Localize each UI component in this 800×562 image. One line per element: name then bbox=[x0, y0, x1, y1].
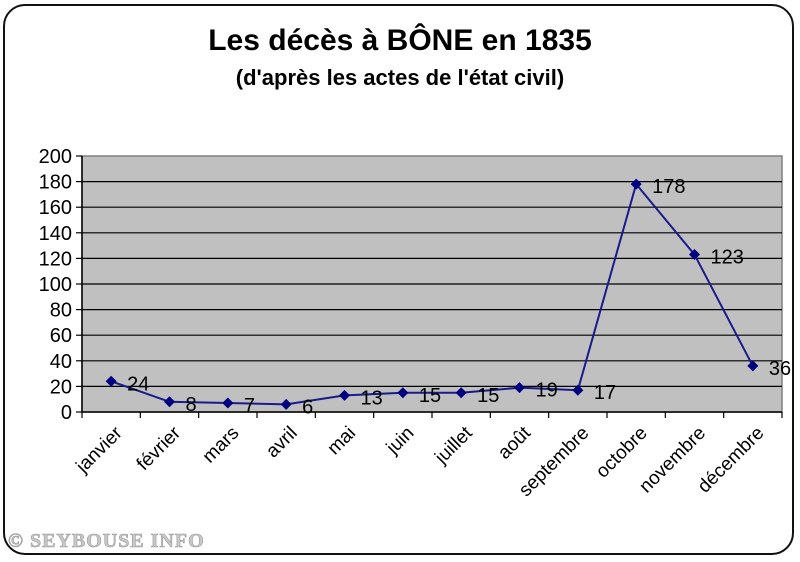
data-point-marker bbox=[514, 382, 525, 394]
data-label: 36 bbox=[769, 358, 791, 380]
data-label: 15 bbox=[477, 385, 499, 407]
chart-subtitle: (d'après les actes de l'état civil) bbox=[235, 65, 565, 90]
y-tick-label: 20 bbox=[50, 376, 72, 398]
y-tick-label: 140 bbox=[39, 223, 72, 245]
x-tick-label: février bbox=[133, 422, 186, 475]
data-point-marker bbox=[747, 360, 759, 372]
y-tick-label: 120 bbox=[39, 248, 72, 270]
data-point-marker bbox=[164, 396, 175, 408]
data-point-marker bbox=[280, 398, 292, 410]
data-label: 13 bbox=[361, 387, 383, 409]
y-tick-label: 160 bbox=[39, 197, 72, 219]
x-tick-label: mai bbox=[324, 423, 361, 460]
y-tick-label: 80 bbox=[50, 300, 72, 322]
y-tick-label: 200 bbox=[39, 146, 72, 168]
x-tick-label: juillet bbox=[431, 422, 478, 469]
data-label: 24 bbox=[127, 373, 149, 395]
data-label: 19 bbox=[536, 380, 558, 402]
x-tick-label: octobre bbox=[592, 423, 652, 483]
data-point-marker bbox=[222, 397, 234, 409]
y-tick-label: 0 bbox=[61, 402, 72, 424]
x-tick-label: juin bbox=[382, 423, 418, 459]
y-tick-label: 100 bbox=[39, 274, 72, 296]
data-label: 6 bbox=[302, 396, 313, 418]
data-label: 123 bbox=[711, 247, 744, 269]
series-line bbox=[110, 182, 754, 406]
x-axis: janvier février mars avril mai juin juillet aoû… bbox=[72, 411, 783, 501]
data-label: 15 bbox=[419, 385, 441, 407]
data-markers bbox=[105, 178, 759, 410]
gridlines bbox=[82, 181, 782, 387]
data-point-marker bbox=[105, 375, 117, 387]
data-point-marker bbox=[397, 387, 409, 399]
chart-title: Les décès à BÔNE en 1835 bbox=[208, 24, 592, 57]
data-point-marker bbox=[630, 178, 642, 190]
x-tick-label: mars bbox=[199, 423, 244, 468]
y-tick-label: 40 bbox=[50, 351, 72, 373]
data-label: 7 bbox=[244, 395, 255, 417]
watermark: © SEYBOUSE INFO bbox=[8, 530, 205, 553]
data-label: 8 bbox=[186, 394, 197, 416]
x-tick-label: août bbox=[494, 422, 536, 464]
data-point-marker bbox=[572, 384, 584, 396]
data-point-marker bbox=[689, 249, 700, 261]
y-axis: 0 20 40 60 80 100 120 140 160 180 200 bbox=[39, 146, 83, 424]
data-point-marker bbox=[455, 387, 467, 399]
data-label: 178 bbox=[652, 176, 685, 198]
data-labels: 24 8 7 6 13 15 15 19 17 178 123 36 bbox=[127, 176, 791, 418]
data-point-marker bbox=[339, 389, 350, 401]
x-tick-label: janvier bbox=[72, 422, 128, 478]
data-label: 17 bbox=[594, 382, 616, 404]
y-tick-label: 60 bbox=[50, 325, 72, 347]
y-tick-label: 180 bbox=[39, 172, 72, 194]
x-tick-label: avril bbox=[262, 423, 301, 462]
